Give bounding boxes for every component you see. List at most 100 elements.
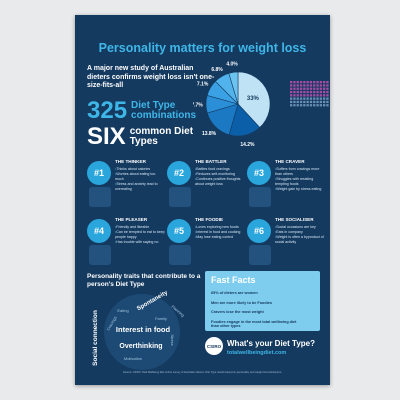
dot <box>313 94 316 97</box>
dot <box>293 100 296 104</box>
trait-word: Stress <box>170 334 175 345</box>
dot <box>293 97 296 100</box>
cta-url[interactable]: totalwellbeingdiet.com <box>227 350 287 356</box>
dot <box>326 84 329 87</box>
stat-number: 325 <box>87 97 128 124</box>
type-number: #2 <box>167 161 191 185</box>
dot <box>299 100 303 104</box>
dot <box>326 87 329 90</box>
pie-chart: 33% 14.2% 13.8% 7.7% 7.1% 6.8%4.0% <box>193 61 329 148</box>
dot <box>296 100 299 104</box>
dot <box>299 90 303 94</box>
fact: Foodies engage in the most total wellbei… <box>211 319 297 329</box>
dot <box>316 104 319 107</box>
type-points: Social occasions are keyEats in companyW… <box>275 225 325 245</box>
type-points: Battles food cravingsReduces self-monito… <box>195 167 245 187</box>
type-card: #3 THE CRAVER Suffers from cravings more t… <box>247 157 325 213</box>
dot <box>319 97 322 100</box>
pie-slice <box>237 71 271 128</box>
stat-label: common Diet Types <box>129 126 194 147</box>
slice-label: 13.8% <box>202 131 217 137</box>
dot <box>319 90 322 94</box>
dot <box>306 87 309 90</box>
dot <box>296 94 299 97</box>
type-point: Interest in food and cooking <box>195 230 245 235</box>
type-illustration <box>249 245 271 265</box>
type-card: #5 THE FOODIE Loves exploring new foodsInt… <box>167 215 245 271</box>
type-illustration <box>89 245 111 265</box>
type-point: May lose eating control <box>195 235 245 240</box>
dot <box>296 90 299 94</box>
dot <box>290 84 293 87</box>
poster: Personality matters for weight loss A ma… <box>75 15 330 385</box>
type-point: Weight gain by stress eating <box>275 187 325 192</box>
dot <box>313 87 316 90</box>
dot <box>293 81 296 84</box>
type-illustration <box>89 187 111 207</box>
type-name: THE FOODIE <box>195 217 224 222</box>
dot <box>303 97 306 100</box>
type-card: #4 THE PLEASER Friendly and likeableCan be… <box>87 215 165 271</box>
dot-grid <box>290 81 329 107</box>
type-point: Friendly and likeable <box>115 225 165 230</box>
cloud-circle <box>104 294 180 370</box>
dot <box>290 90 293 94</box>
dot <box>293 87 296 90</box>
type-card: #1 THE THINKER Thinks about caloriesWorrie… <box>87 157 165 213</box>
dot <box>296 87 299 90</box>
dot <box>309 81 313 84</box>
dot <box>303 84 306 87</box>
dot <box>303 90 306 94</box>
fact: 65% of dieters are women <box>211 291 258 295</box>
fast-facts: Fast Facts 65% of dieters are women Men a… <box>205 271 320 331</box>
slice-label: 14.2% <box>240 142 255 148</box>
dot <box>306 104 309 107</box>
dot <box>323 84 326 87</box>
dot <box>316 84 319 87</box>
type-card: #6 THE SOCIALISER Social occasions are key… <box>247 215 325 271</box>
type-number: #6 <box>247 219 271 243</box>
dot <box>290 87 293 90</box>
fact: Men are more likely to be Foodies <box>211 300 272 305</box>
type-point: Social occasions are key <box>275 225 325 230</box>
dot <box>299 84 303 87</box>
type-number: #1 <box>87 161 111 185</box>
dot <box>323 104 326 107</box>
type-point: Eats in company <box>275 230 325 235</box>
dot <box>309 87 313 90</box>
type-point: Struggles with resisting tempting foods <box>275 177 325 187</box>
type-points: Thinks about caloriesWorries about eatin… <box>115 167 165 192</box>
dot <box>296 104 299 107</box>
type-name: THE PLEASER <box>115 217 148 222</box>
dot <box>326 90 329 94</box>
fact: Cravers lose the most weight <box>211 310 264 314</box>
trait-word: Interest in food <box>116 325 171 334</box>
dot <box>293 84 296 87</box>
type-point: Thinks about calories <box>115 167 165 172</box>
dot <box>313 84 316 87</box>
intro: A major new study of Australian dieters … <box>87 65 215 89</box>
dot <box>326 81 329 84</box>
trait-word: Social connection <box>92 310 99 366</box>
type-point: Continues positive thoughts about weight… <box>195 177 245 187</box>
dot <box>299 87 303 90</box>
dot <box>293 90 296 94</box>
dot <box>319 84 322 87</box>
trait-word: Eating <box>117 308 128 313</box>
dot <box>313 100 316 104</box>
type-name: THE BATTLER <box>195 159 227 164</box>
slice-label: 33% <box>247 96 260 102</box>
dot <box>306 100 309 104</box>
dot <box>316 100 319 104</box>
type-point: Suffers from cravings more than others <box>275 167 325 177</box>
dot <box>319 87 322 90</box>
type-illustration <box>169 187 191 207</box>
type-point: Reduces self-monitoring <box>195 172 245 177</box>
dot <box>323 94 326 97</box>
stat-number: SIX <box>87 123 126 150</box>
dot <box>303 81 306 84</box>
dot <box>299 97 303 100</box>
dot <box>306 94 309 97</box>
trait-word: Family <box>155 316 167 321</box>
